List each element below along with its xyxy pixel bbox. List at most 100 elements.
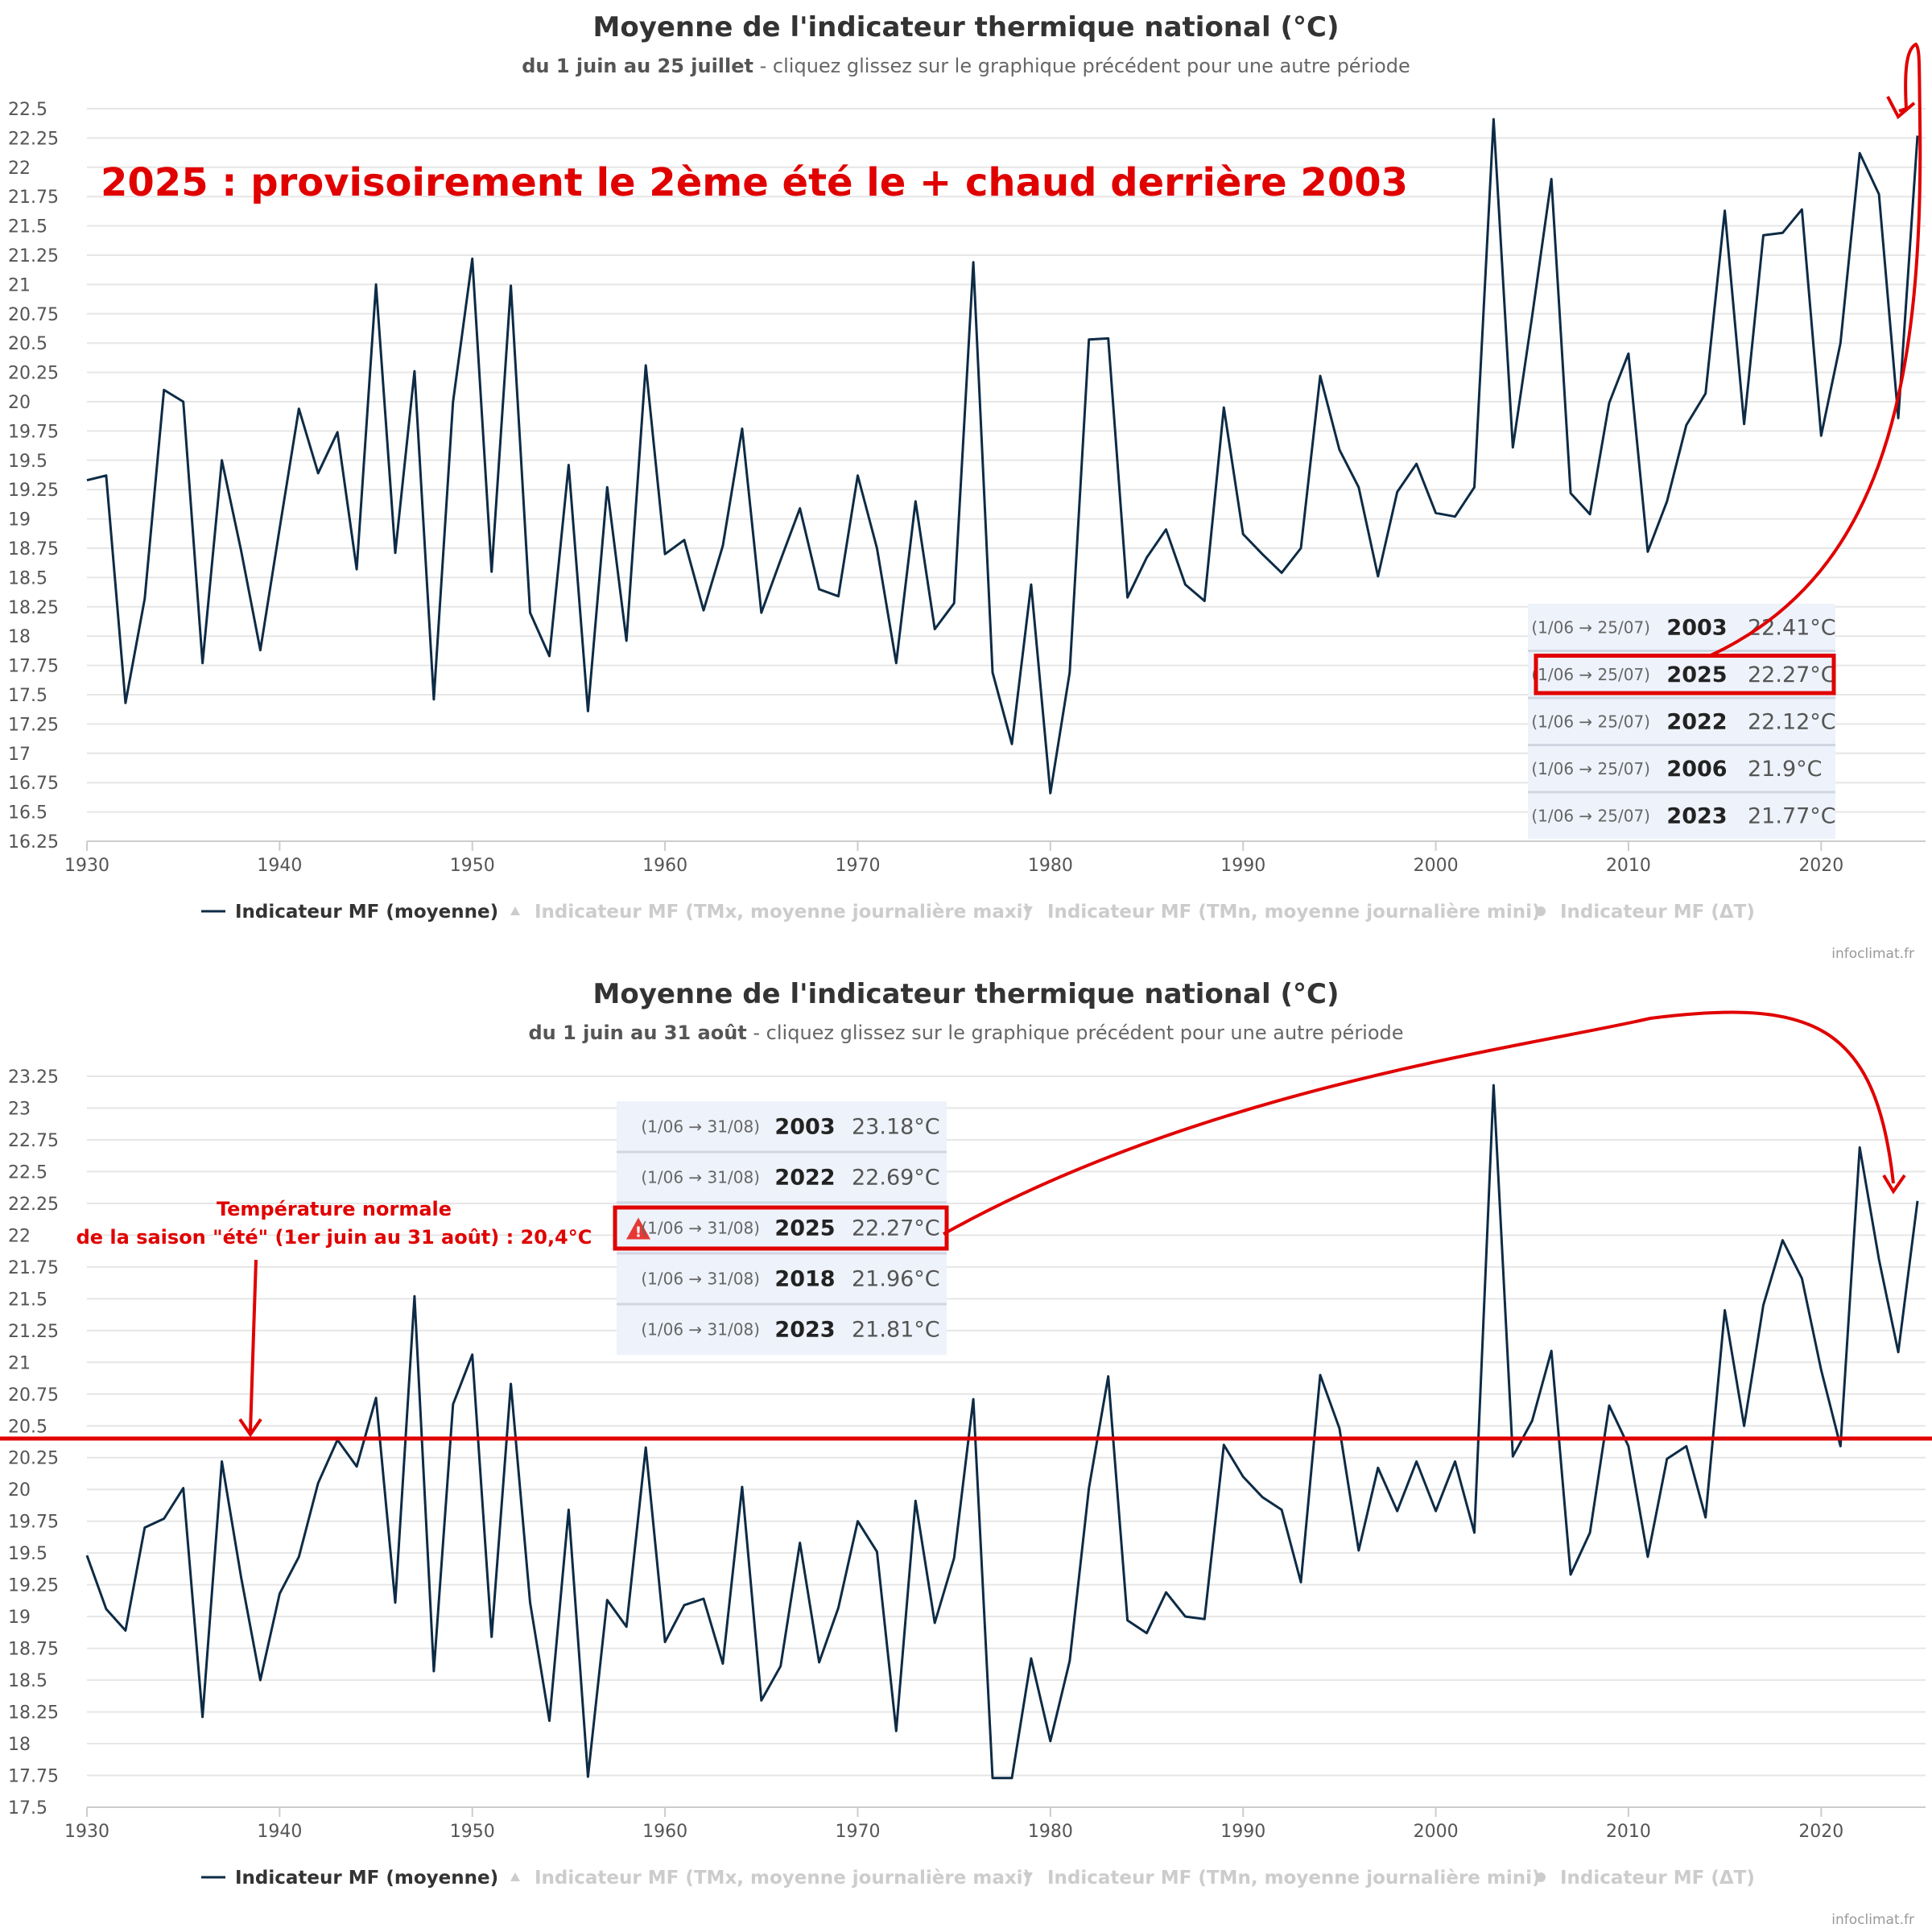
data-point[interactable] [1029,583,1033,587]
data-point[interactable] [220,1459,224,1463]
data-point[interactable] [1299,1580,1303,1584]
data-point[interactable] [1067,1659,1071,1663]
data-point[interactable] [1453,514,1457,518]
data-point[interactable] [1280,1508,1284,1512]
data-point[interactable] [1472,1530,1476,1534]
data-point[interactable] [663,552,667,556]
data-point[interactable] [1511,445,1515,449]
data-point[interactable] [1858,151,1862,155]
data-point[interactable] [1645,1554,1649,1558]
data-point[interactable] [778,1664,782,1668]
data-point[interactable] [162,388,166,392]
data-point[interactable] [1530,314,1534,318]
data-point[interactable] [239,548,243,552]
data-point[interactable] [1897,1350,1901,1354]
data-point[interactable] [1299,547,1303,551]
data-point[interactable] [894,1729,898,1733]
data-point[interactable] [1839,341,1843,345]
data-point[interactable] [1414,462,1418,466]
data-point[interactable] [142,597,147,601]
data-point[interactable] [1125,596,1129,600]
data-point[interactable] [1800,208,1804,212]
data-point[interactable] [1665,1457,1669,1461]
data-point[interactable] [355,1464,359,1468]
data-point[interactable] [1877,1257,1881,1261]
data-point[interactable] [972,260,976,264]
data-point[interactable] [528,1600,532,1604]
data-point[interactable] [374,283,378,287]
legend-item[interactable]: Indicateur MF (moyenne) [201,902,498,923]
data-point[interactable] [933,1621,937,1625]
data-point[interactable] [1588,1530,1592,1534]
data-point[interactable] [720,544,724,548]
data-point[interactable] [1665,499,1669,503]
data-point[interactable] [914,1499,918,1503]
data-point[interactable] [1203,599,1207,603]
data-point[interactable] [1434,1509,1438,1513]
data-point[interactable] [1048,1739,1052,1743]
data-point[interactable] [1222,1443,1226,1447]
data-point[interactable] [875,1550,879,1554]
data-point[interactable] [1414,1459,1418,1463]
data-point[interactable] [1048,791,1052,795]
data-point[interactable] [1241,532,1245,536]
data-point[interactable] [1203,1617,1207,1621]
data-point[interactable] [1261,1495,1265,1499]
data-point[interactable] [759,1699,763,1703]
data-point[interactable] [1125,1618,1129,1622]
data-point[interactable] [509,1382,513,1386]
data-point[interactable] [104,1607,108,1611]
credits[interactable]: infoclimat.fr [1831,1912,1914,1928]
data-point[interactable] [123,701,127,705]
data-point[interactable] [991,1776,995,1780]
data-point[interactable] [104,473,108,477]
data-point[interactable] [605,485,609,489]
data-point[interactable] [393,1600,397,1604]
data-point[interactable] [836,1606,840,1610]
data-point[interactable] [605,1598,609,1602]
data-point[interactable] [683,538,687,542]
legend-item[interactable]: Indicateur MF (TMx, moyenne journalière … [510,1868,1031,1889]
data-point[interactable] [952,1556,956,1560]
data-point[interactable] [1550,1349,1554,1353]
data-point[interactable] [1703,1515,1707,1519]
credits[interactable]: infoclimat.fr [1831,946,1914,962]
data-point[interactable] [1608,1403,1612,1407]
data-point[interactable] [123,1629,127,1633]
data-point[interactable] [451,400,455,404]
data-point[interactable] [200,661,204,665]
series-line[interactable] [85,1084,1919,1780]
data-point[interactable] [1839,1444,1843,1448]
data-point[interactable] [1645,550,1649,554]
data-point[interactable] [1626,352,1630,356]
data-point[interactable] [1261,552,1265,556]
data-point[interactable] [451,1402,455,1406]
data-point[interactable] [991,671,995,675]
data-point[interactable] [1588,512,1592,516]
data-point[interactable] [644,363,648,367]
data-point[interactable] [1684,1444,1688,1448]
data-point[interactable] [393,551,397,555]
legend-item[interactable]: Indicateur MF (ΔT) [1536,902,1755,923]
data-point[interactable] [547,654,551,658]
data-point[interactable] [1395,490,1399,494]
data-point[interactable] [1106,336,1110,341]
data-point[interactable] [316,471,320,475]
data-point[interactable] [856,473,860,477]
data-point[interactable] [1453,1459,1457,1463]
data-point[interactable] [1376,574,1380,578]
data-point[interactable] [1858,1146,1862,1150]
data-point[interactable] [798,506,802,510]
series-moyenne[interactable] [85,1084,1920,1781]
data-point[interactable] [1492,118,1496,122]
data-point[interactable] [142,1525,147,1530]
data-point[interactable] [1877,192,1881,196]
data-point[interactable] [1916,1199,1920,1203]
data-point[interactable] [1183,583,1187,587]
data-point[interactable] [528,611,532,615]
data-point[interactable] [1781,1238,1785,1242]
data-point[interactable] [1164,1591,1168,1595]
data-point[interactable] [412,369,416,374]
data-point[interactable] [297,407,301,411]
data-point[interactable] [85,1554,89,1558]
